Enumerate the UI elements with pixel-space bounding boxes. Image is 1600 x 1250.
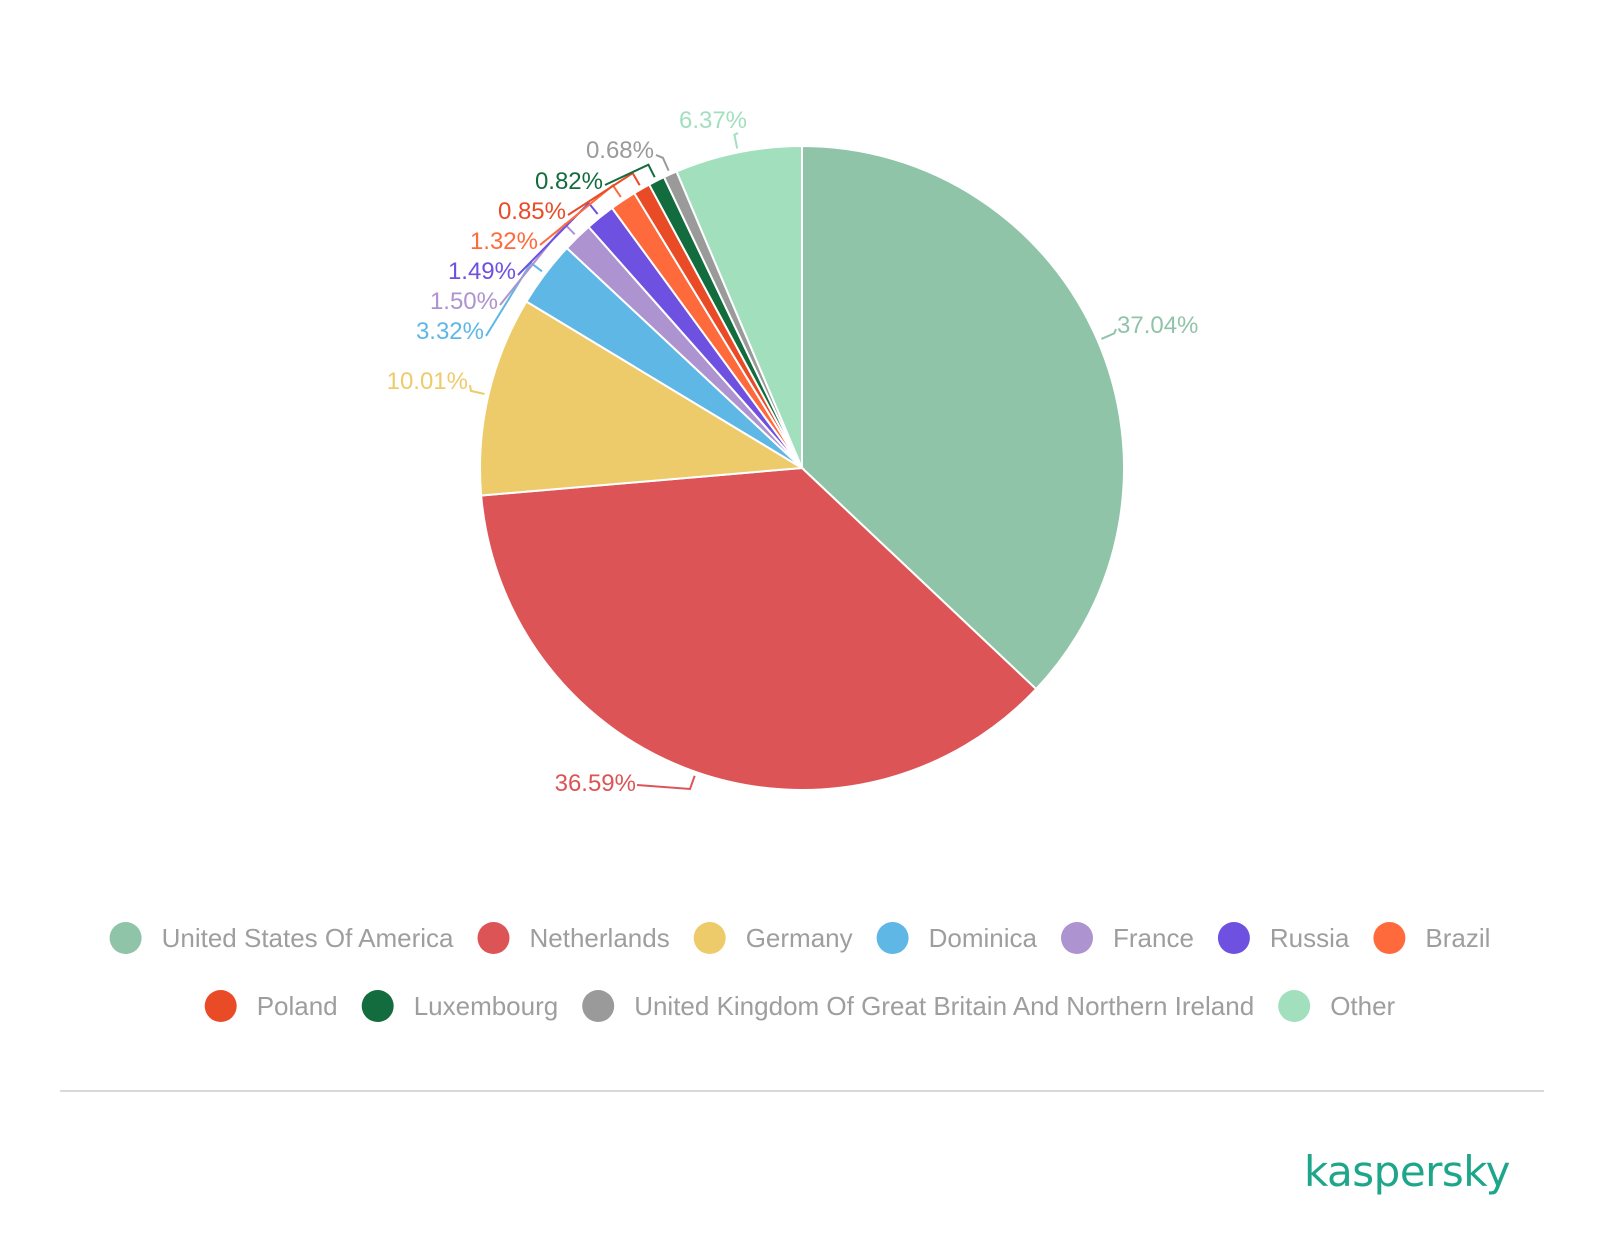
legend-label: Brazil — [1425, 923, 1490, 953]
legend-label: United Kingdom Of Great Britain And Nort… — [634, 991, 1254, 1021]
legend-item-france: France — [1061, 922, 1194, 954]
slice-label: 1.50% — [430, 288, 498, 315]
pie-slices — [479, 144, 1125, 791]
legend-swatch — [1061, 922, 1093, 954]
pie-slice-other — [675, 144, 803, 469]
label-leader-lines — [469, 132, 1117, 791]
legend-label: Netherlands — [530, 923, 670, 953]
legend-item-united-states-of-america: United States Of America — [109, 922, 454, 954]
leader-line — [1101, 328, 1117, 340]
legend-label: Luxembourg — [414, 991, 559, 1021]
legend-label: France — [1113, 923, 1194, 953]
legend-swatch — [876, 922, 909, 954]
legend-label: Other — [1330, 991, 1395, 1021]
legend-swatch — [693, 922, 726, 954]
legend-label: Poland — [257, 991, 338, 1021]
legend-swatch — [1373, 922, 1406, 954]
leader-line — [604, 163, 656, 186]
legend-swatch — [109, 922, 142, 954]
legend-swatch — [204, 990, 237, 1022]
kaspersky-logo: kaspersky — [1304, 1147, 1510, 1196]
legend-item-luxembourg: Luxembourg — [361, 990, 559, 1022]
pie-slice-united-states-of-america — [801, 144, 1125, 691]
slice-label: 1.32% — [470, 228, 538, 255]
slice-label: 0.82% — [535, 168, 603, 195]
slice-label: 10.01% — [387, 368, 468, 395]
slice-label: 0.85% — [498, 198, 566, 225]
legend-swatch — [361, 990, 394, 1022]
slice-label: 6.37% — [679, 107, 747, 134]
legend-item-dominica: Dominica — [876, 922, 1038, 954]
leader-line — [655, 154, 670, 172]
pie-slice-netherlands — [480, 466, 1038, 791]
legend: United States Of America Netherlands Germa… — [109, 922, 1490, 1022]
legend-swatch — [477, 922, 510, 954]
leader-line — [636, 775, 696, 791]
legend-swatch — [1278, 990, 1311, 1022]
legend-item-poland: Poland — [204, 990, 338, 1022]
leader-line — [469, 384, 485, 395]
legend-label: United States Of America — [162, 923, 454, 953]
legend-label: Germany — [746, 923, 853, 953]
legend-item-germany: Germany — [693, 922, 853, 954]
leader-line — [567, 171, 641, 216]
legend-label: Dominica — [929, 923, 1038, 953]
legend-label: Russia — [1270, 923, 1350, 953]
slice-labels: 37.04% 36.59% 10.01% 3.32% 1.50% 1.49% 1.32% 0.… — [387, 107, 1199, 797]
pie-slice-germany — [479, 300, 806, 497]
slice-label: 3.32% — [416, 318, 484, 345]
leader-line — [733, 132, 739, 149]
slice-label: 0.68% — [586, 137, 654, 164]
legend-item-brazil: Brazil — [1373, 922, 1490, 954]
legend-swatch — [582, 990, 615, 1022]
slice-label: 1.49% — [448, 258, 516, 285]
slice-label: 36.59% — [555, 770, 636, 797]
legend-item-other: Other — [1278, 990, 1396, 1022]
legend-swatch — [1217, 922, 1250, 954]
slice-label: 37.04% — [1117, 312, 1198, 339]
legend-item-united-kingdom-of-great-britain-and-northern-ireland: United Kingdom Of Great Britain And Nort… — [582, 990, 1254, 1022]
legend-item-russia: Russia — [1217, 922, 1350, 954]
legend-item-netherlands: Netherlands — [477, 922, 670, 954]
leader-line — [517, 201, 599, 276]
